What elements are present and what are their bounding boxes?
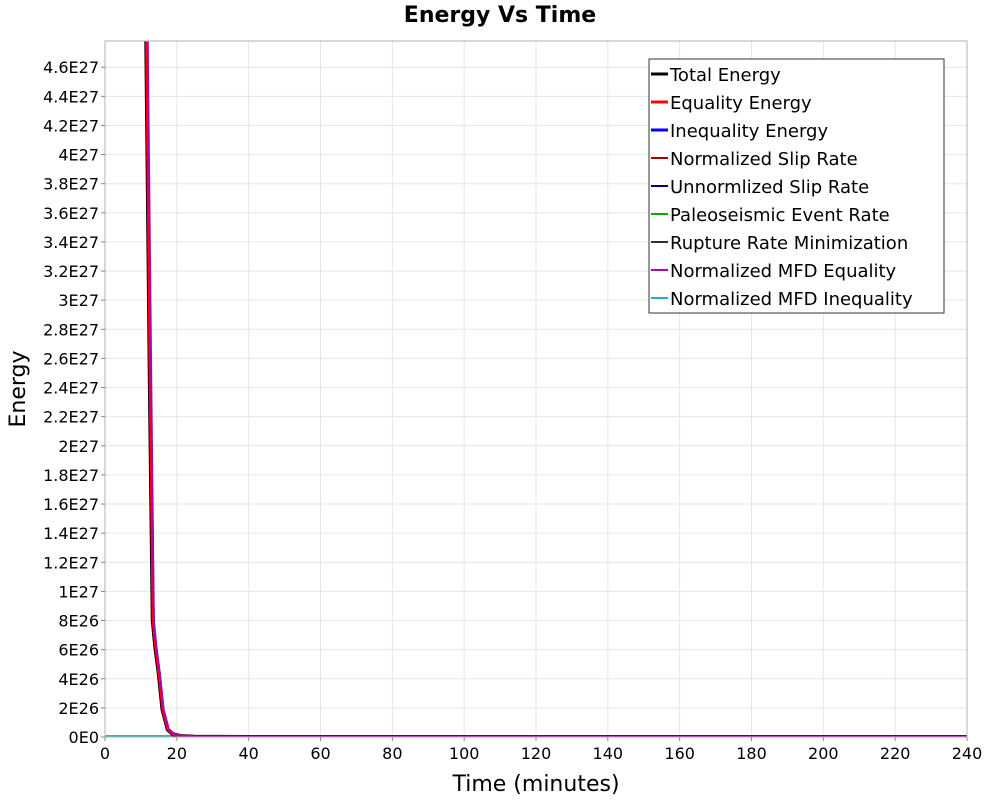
y-tick-label: 1.4E27	[43, 524, 99, 543]
y-tick-label: 3.2E27	[43, 262, 99, 281]
y-tick-label: 2E27	[58, 437, 99, 456]
y-tick-label: 1.6E27	[43, 495, 99, 514]
legend-label: Total Energy	[669, 65, 781, 86]
y-tick-label: 4.6E27	[43, 58, 99, 77]
legend-label: Normalized Slip Rate	[670, 149, 858, 170]
y-tick-label: 3.6E27	[43, 204, 99, 223]
x-tick-label: 160	[664, 744, 695, 763]
y-tick-label: 4E27	[58, 146, 99, 165]
x-axis-title: Time (minutes)	[451, 772, 619, 797]
y-tick-label: 4.2E27	[43, 116, 99, 135]
y-tick-label: 6E26	[58, 641, 99, 660]
x-tick-label: 60	[310, 744, 330, 763]
y-tick-label: 1.8E27	[43, 466, 99, 485]
x-tick-label: 180	[736, 744, 767, 763]
axis-ticks: 0 20 40 60 80 100 120 140 160 180 200 220 240 0E0 2E26…	[43, 58, 982, 763]
y-tick-label: 4.4E27	[43, 87, 99, 106]
legend-label: Rupture Rate Minimization	[670, 233, 908, 254]
x-tick-label: 140	[593, 744, 624, 763]
legend: Total Energy Equality Energy Inequality En…	[648, 58, 945, 314]
y-tick-label: 8E26	[58, 612, 99, 631]
x-tick-label: 200	[808, 744, 839, 763]
legend-label: Paleoseismic Event Rate	[670, 205, 890, 226]
y-tick-label: 2.8E27	[43, 320, 99, 339]
y-tick-label: 1E27	[58, 582, 99, 601]
y-axis-title: Energy	[6, 350, 31, 427]
y-tick-label: 2E26	[58, 699, 99, 718]
x-tick-label: 220	[880, 744, 911, 763]
x-tick-label: 100	[449, 744, 480, 763]
y-tick-label: 3.4E27	[43, 233, 99, 252]
y-tick-label: 2.2E27	[43, 408, 99, 427]
y-tick-label: 2.6E27	[43, 349, 99, 368]
x-tick-label: 240	[952, 744, 983, 763]
x-tick-label: 0	[100, 744, 110, 763]
y-tick-label: 1.2E27	[43, 553, 99, 572]
y-tick-label: 0E0	[69, 728, 99, 747]
legend-label: Inequality Energy	[670, 121, 828, 142]
chart-title: Energy Vs Time	[404, 3, 596, 28]
y-tick-label: 3.8E27	[43, 175, 99, 194]
x-tick-label: 80	[382, 744, 402, 763]
y-tick-label: 2.4E27	[43, 379, 99, 398]
legend-label: Unnormlized Slip Rate	[670, 177, 869, 198]
legend-label: Equality Energy	[670, 93, 812, 114]
x-tick-label: 40	[238, 744, 258, 763]
y-tick-label: 3E27	[58, 291, 99, 310]
x-tick-label: 20	[167, 744, 187, 763]
legend-label: Normalized MFD Inequality	[670, 289, 913, 310]
x-tick-label: 120	[521, 744, 552, 763]
legend-label: Normalized MFD Equality	[670, 261, 897, 282]
legend-box	[648, 58, 945, 314]
y-tick-label: 4E26	[58, 670, 99, 689]
